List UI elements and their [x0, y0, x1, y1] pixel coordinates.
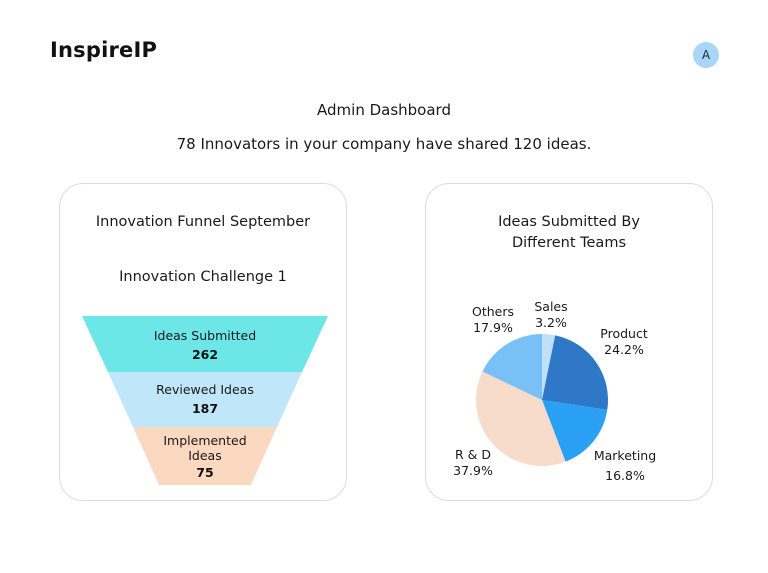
pie-card-title-line: Different Teams	[511, 235, 627, 251]
pie-card-title-line: Ideas Submitted By	[498, 214, 640, 230]
funnel-stage-implemented-ideas	[133, 427, 277, 485]
pie-label-percent: 16.8%	[605, 468, 645, 483]
pie-label-name: Others	[472, 304, 514, 319]
funnel-stage-label: Ideas	[188, 448, 221, 463]
funnel-stage-ideas-submitted	[82, 316, 328, 372]
challenge-title: Innovation Challenge 1	[119, 269, 287, 285]
funnel-stage-label: Implemented	[163, 433, 246, 448]
funnel-stage-reviewed-ideas	[108, 372, 302, 427]
ideas-by-team-pie-chart: Others 17.9% Sales 3.2% Product 24.2% Ma…	[453, 299, 656, 483]
funnel-card-title: Innovation Funnel September	[95, 214, 311, 230]
innovation-funnel-chart: Ideas Submitted 262 Reviewed Ideas 187 I…	[82, 316, 328, 485]
funnel-stage-value: 262	[192, 347, 218, 362]
pie-label-name: Sales	[534, 299, 567, 314]
ideas-by-team-card: Ideas Submitted By Different Teams Other…	[425, 183, 713, 501]
funnel-stage-label: Ideas Submitted	[154, 328, 256, 343]
funnel-stage-label: Reviewed Ideas	[156, 382, 254, 397]
funnel-stage-value: 75	[196, 465, 213, 480]
pie-slice-r-d	[475, 371, 566, 466]
page-subtitle: 78 Innovators in your company have share…	[176, 135, 592, 153]
funnel-stage-value: 187	[192, 401, 218, 416]
pie-label-percent: 17.9%	[473, 320, 513, 335]
pie-slice-marketing	[542, 400, 608, 462]
pie-label-percent: 3.2%	[535, 315, 567, 330]
pie-label-name: R & D	[455, 447, 491, 462]
pie-slice-others	[482, 334, 542, 400]
pie-label-percent: 37.9%	[453, 463, 493, 478]
pie-slice-product	[542, 335, 608, 410]
brand-logo[interactable]: InspireIP	[50, 38, 158, 62]
pie-label-name: Marketing	[594, 448, 656, 463]
page-title: Admin Dashboard	[317, 101, 451, 119]
innovation-funnel-card: Innovation Funnel September Innovation C…	[59, 183, 347, 501]
pie-slice-sales	[542, 334, 556, 400]
pie-label-name: Product	[600, 326, 648, 341]
user-avatar[interactable]: A	[693, 42, 719, 68]
pie-label-percent: 24.2%	[604, 342, 644, 357]
